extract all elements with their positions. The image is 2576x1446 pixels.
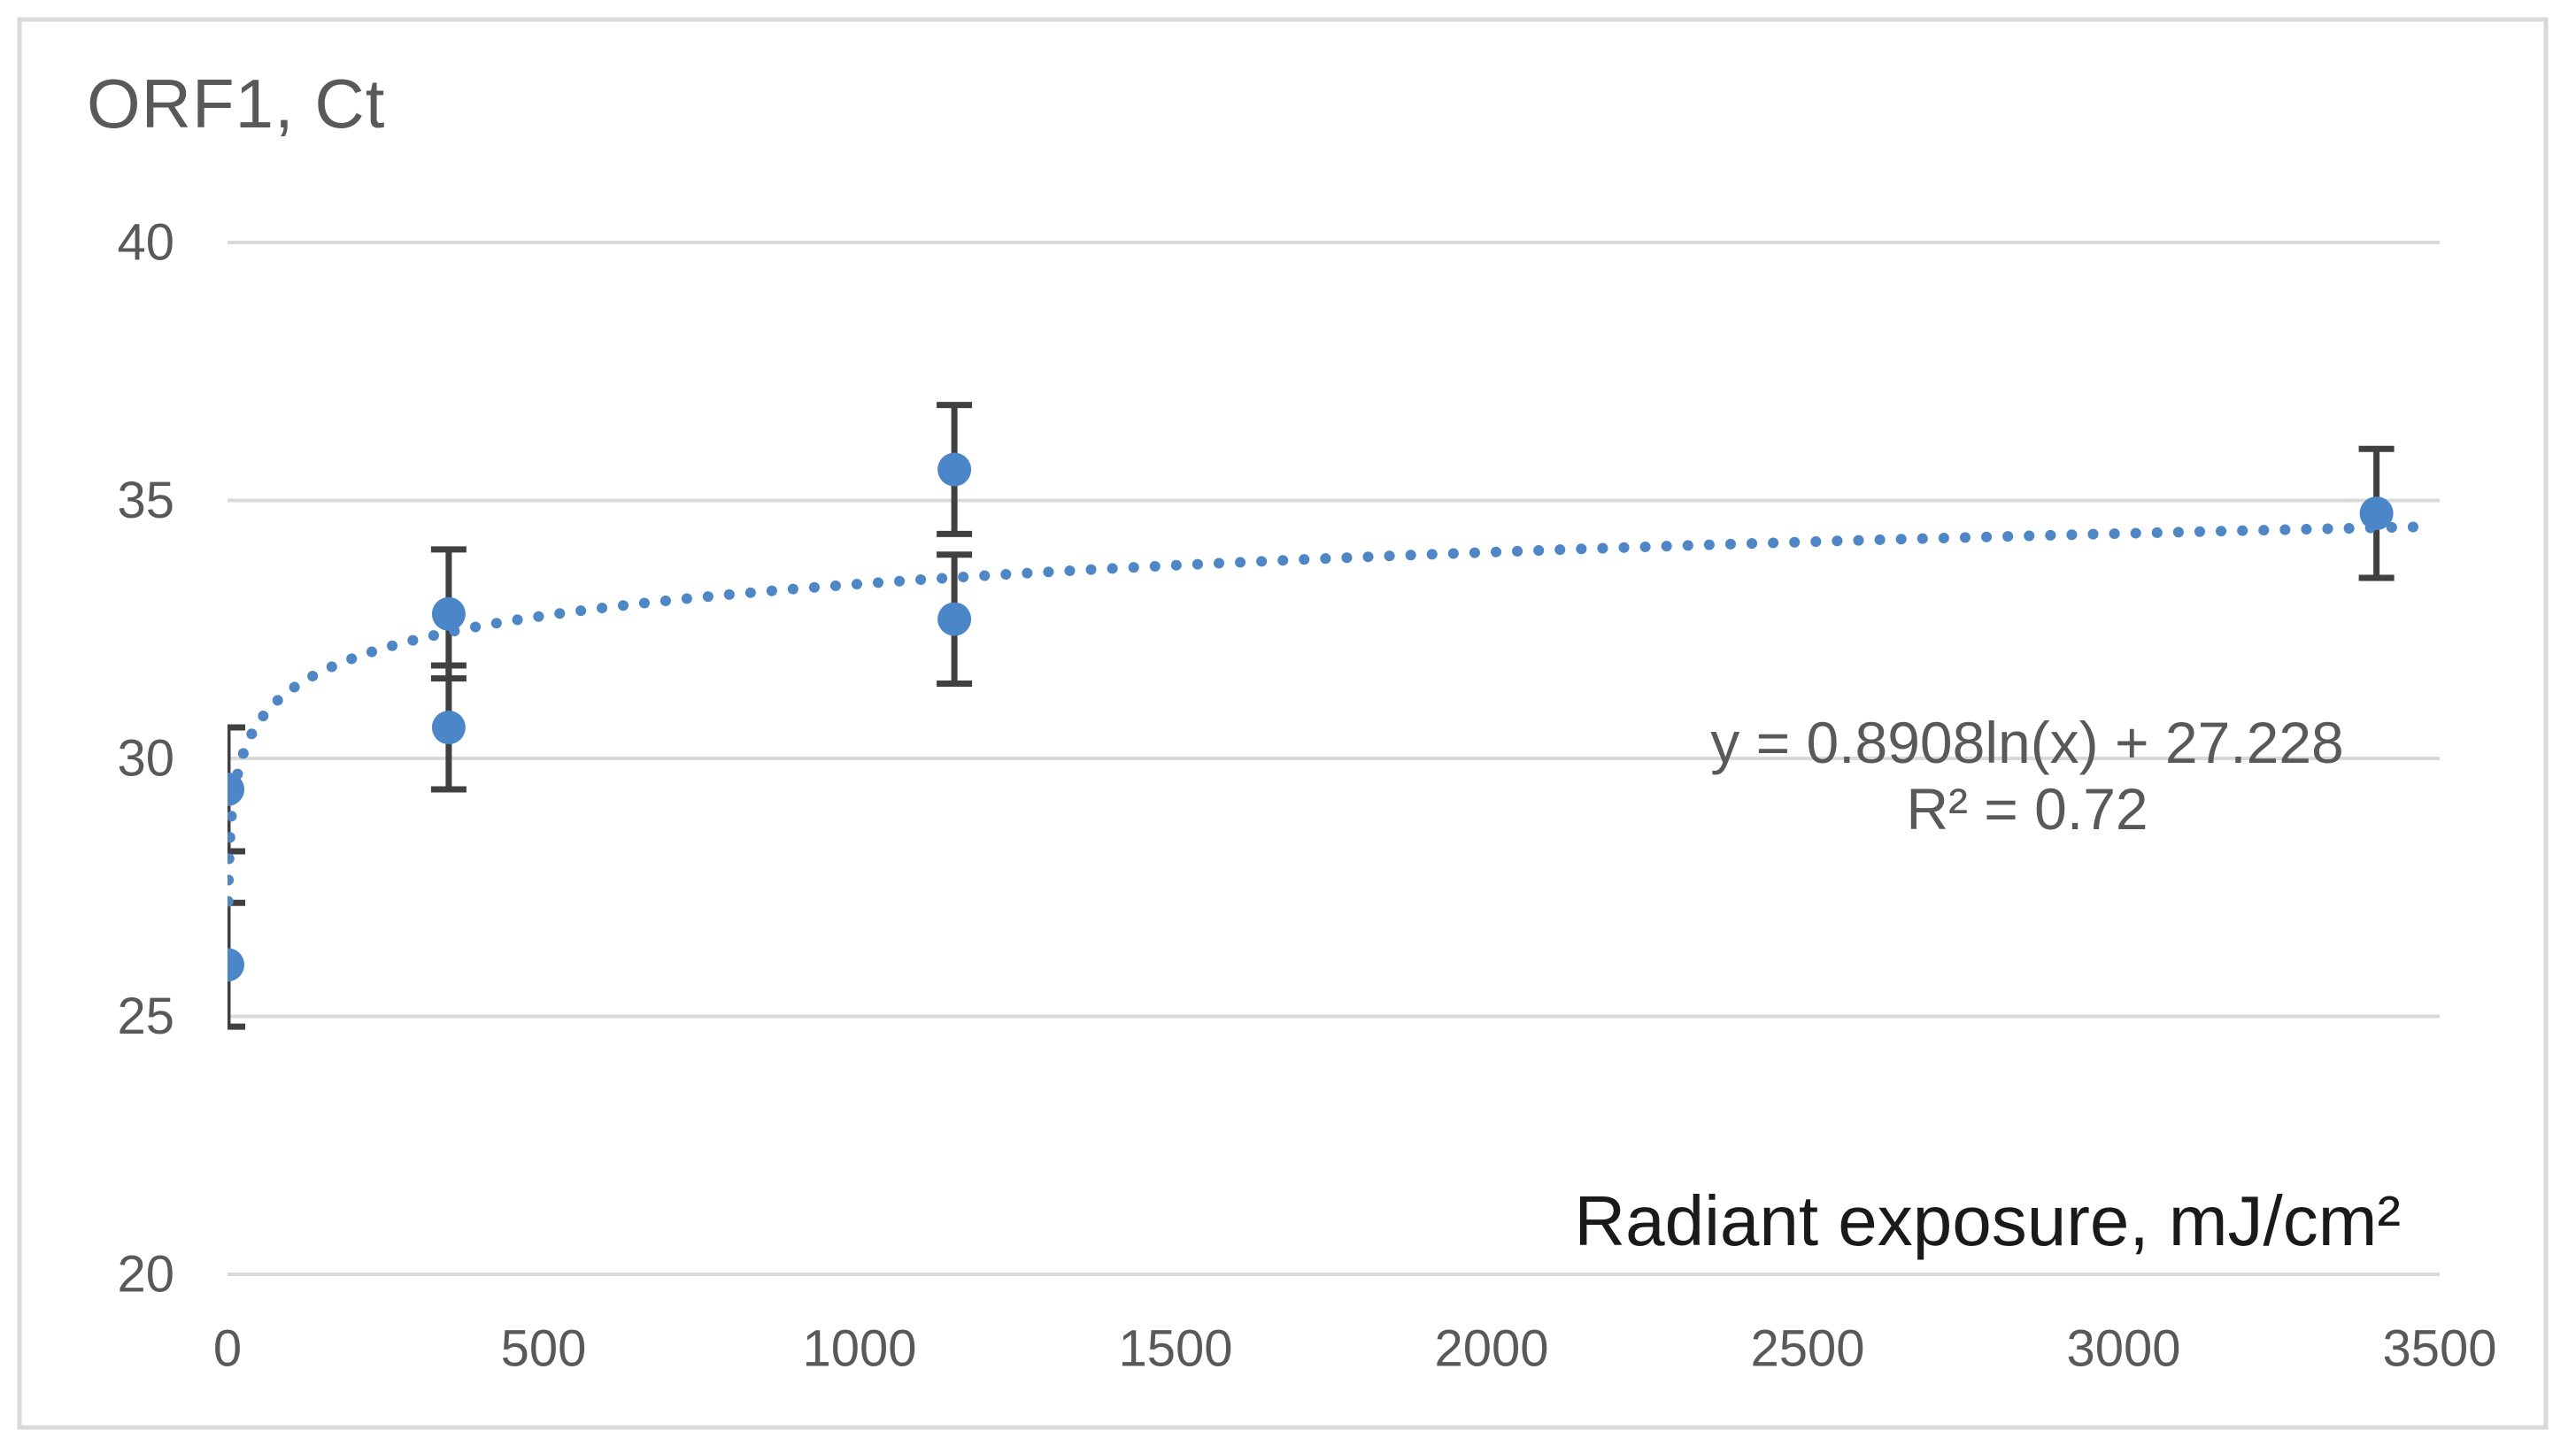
data-point [431,711,466,745]
data-point [937,602,972,636]
data-point [431,596,466,631]
x-axis-title: Radiant exposure, mJ/cm² [1574,1181,2401,1260]
chart-border [17,17,2549,1430]
y-axis-tick-label: 35 [117,472,174,529]
y-axis-tick-label: 40 [117,214,174,272]
x-axis-tick-label: 500 [501,1320,587,1378]
x-axis-tick-label: 2500 [1750,1320,1864,1378]
x-axis-tick-label: 1000 [802,1320,916,1378]
data-point [2359,496,2394,531]
x-axis-tick-label: 2000 [1434,1320,1548,1378]
data-point [937,452,972,487]
plot-area [228,402,2439,1030]
x-axis-tick-label: 3000 [2066,1320,2180,1378]
y-axis-tick-label: 30 [117,730,174,788]
trendline-equation-text: y = 0.8908ln(x) + 27.228 [1710,710,2344,775]
y-axis-tick-label: 25 [117,988,174,1045]
error-bar [228,899,245,1030]
x-axis-tick-label: 1500 [1118,1320,1232,1378]
r-squared-text: R² = 0.72 [1906,776,2148,842]
data-point [228,948,244,982]
chart-title: ORF1, Ct [87,65,386,142]
x-axis-tick-label: 3500 [2382,1320,2496,1378]
x-axis-tick-label: 0 [213,1320,242,1378]
log-trendline [228,521,2439,907]
error-bar [228,724,245,855]
y-axis-tick-label: 20 [117,1246,174,1304]
trendline-annotation: y = 0.8908ln(x) + 27.228 R² = 0.72 [1585,710,2470,842]
